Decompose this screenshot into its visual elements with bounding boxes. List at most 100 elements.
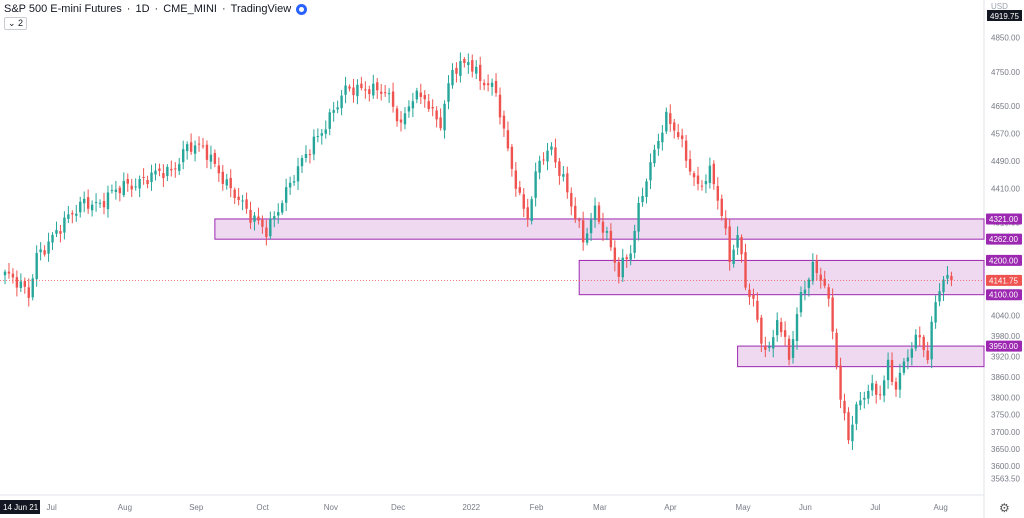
candle-body[interactable] (950, 275, 953, 281)
candle-body[interactable] (700, 185, 704, 187)
candle-body[interactable] (776, 320, 779, 336)
candle-body[interactable] (443, 103, 446, 131)
candle-body[interactable] (368, 89, 371, 95)
candle-body[interactable] (419, 92, 422, 97)
candle-body[interactable] (554, 147, 557, 163)
candle-body[interactable] (886, 359, 890, 381)
collapse-indicators-button[interactable]: ⌄ 2 (4, 17, 28, 30)
candle-body[interactable] (585, 233, 589, 243)
candle-body[interactable] (411, 101, 415, 109)
candle-body[interactable] (617, 262, 620, 277)
candle-body[interactable] (467, 62, 470, 66)
candle-body[interactable] (712, 163, 716, 185)
candle-body[interactable] (162, 172, 165, 179)
candle-body[interactable] (193, 145, 197, 154)
candle-body[interactable] (645, 181, 648, 197)
candle-body[interactable] (486, 83, 490, 86)
candle-body[interactable] (471, 60, 474, 72)
candle-body[interactable] (629, 253, 632, 260)
candle-body[interactable] (906, 357, 910, 362)
candle-body[interactable] (807, 279, 811, 288)
candle-body[interactable] (787, 338, 791, 360)
candle-body[interactable] (621, 257, 624, 278)
candle-body[interactable] (605, 231, 609, 233)
candle-body[interactable] (684, 140, 688, 161)
candle-body[interactable] (372, 83, 375, 96)
candle-body[interactable] (39, 249, 42, 253)
candle-body[interactable] (439, 117, 442, 129)
candle-body[interactable] (475, 66, 478, 74)
candle-body[interactable] (391, 91, 395, 107)
candle-body[interactable] (356, 84, 359, 97)
candle-body[interactable] (831, 297, 834, 332)
candle-body[interactable] (257, 216, 260, 221)
candle-body[interactable] (550, 146, 553, 150)
candle-body[interactable] (23, 281, 26, 287)
support-resistance-zone[interactable] (737, 345, 985, 368)
candle-body[interactable] (110, 190, 114, 192)
candle-body[interactable] (67, 214, 70, 219)
candle-body[interactable] (871, 383, 874, 391)
candle-body[interactable] (696, 175, 700, 184)
candle-body[interactable] (245, 199, 248, 209)
candle-body[interactable] (150, 172, 153, 183)
candle-body[interactable] (59, 231, 62, 234)
candle-body[interactable] (819, 274, 822, 281)
candle-body[interactable] (209, 154, 213, 162)
candle-body[interactable] (221, 171, 224, 184)
candle-body[interactable] (494, 80, 498, 93)
candle-body[interactable] (601, 221, 605, 233)
candle-body[interactable] (3, 271, 7, 276)
candle-body[interactable] (106, 192, 110, 210)
gear-icon[interactable]: ⚙ (999, 501, 1010, 515)
candle-body[interactable] (138, 179, 141, 189)
candle-body[interactable] (273, 216, 276, 220)
candle-body[interactable] (894, 381, 898, 390)
candle-body[interactable] (122, 181, 125, 196)
candle-body[interactable] (530, 199, 533, 221)
candle-body[interactable] (898, 372, 902, 390)
candle-body[interactable] (364, 89, 367, 91)
candle-body[interactable] (518, 187, 521, 193)
candle-body[interactable] (581, 220, 585, 243)
candle-body[interactable] (783, 330, 787, 337)
candle-body[interactable] (653, 149, 656, 164)
candle-body[interactable] (926, 350, 929, 360)
candle-body[interactable] (779, 322, 783, 333)
candle-body[interactable] (316, 136, 320, 138)
candle-body[interactable] (863, 397, 866, 400)
candle-body[interactable] (27, 287, 30, 298)
candle-body[interactable] (197, 143, 201, 145)
candle-body[interactable] (811, 261, 815, 282)
candle-body[interactable] (502, 115, 506, 129)
candle-body[interactable] (134, 186, 137, 188)
candle-body[interactable] (728, 226, 731, 262)
candle-body[interactable] (934, 302, 937, 323)
candle-body[interactable] (597, 205, 601, 222)
candle-body[interactable] (578, 219, 581, 221)
candle-body[interactable] (142, 176, 145, 178)
candle-body[interactable] (376, 82, 379, 91)
candle-body[interactable] (451, 69, 454, 86)
candle-body[interactable] (277, 212, 280, 216)
candle-body[interactable] (752, 294, 755, 299)
candle-body[interactable] (455, 67, 458, 74)
candle-body[interactable] (566, 173, 569, 193)
candle-body[interactable] (589, 219, 593, 234)
candle-body[interactable] (102, 201, 106, 208)
candle-body[interactable] (593, 205, 597, 220)
candle-body[interactable] (261, 219, 264, 227)
candle-body[interactable] (625, 257, 628, 260)
candle-body[interactable] (83, 198, 86, 204)
candle-body[interactable] (146, 180, 149, 185)
candle-body[interactable] (704, 181, 708, 185)
candle-body[interactable] (47, 241, 50, 254)
candle-body[interactable] (253, 215, 256, 222)
candle-body[interactable] (114, 189, 118, 192)
candle-body[interactable] (878, 394, 882, 396)
candle-body[interactable] (130, 185, 133, 190)
candle-body[interactable] (154, 170, 157, 175)
candle-body[interactable] (613, 247, 617, 263)
candle-body[interactable] (859, 400, 862, 406)
